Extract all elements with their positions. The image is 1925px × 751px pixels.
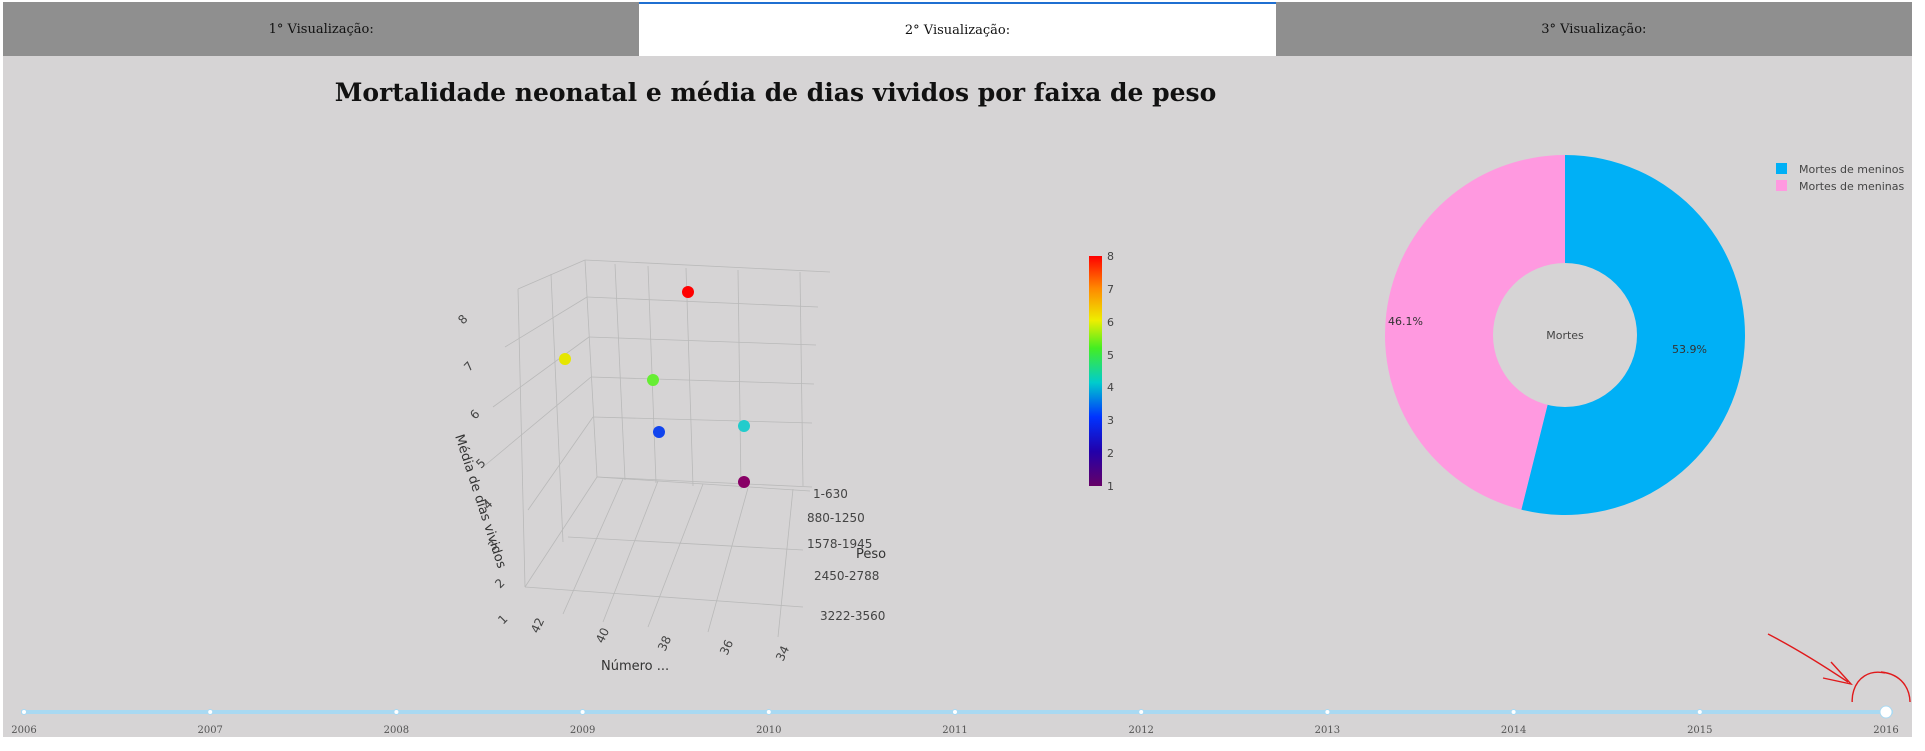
slider-year-label[interactable]: 2008 (384, 725, 409, 736)
y-tick-label: 2450-2788 (814, 569, 879, 583)
slider-tick[interactable] (579, 709, 586, 715)
slider-tick[interactable] (1696, 709, 1703, 715)
donut-chart[interactable]: Mortes 53.9% 46.1% (1385, 155, 1745, 515)
slider-year-label[interactable]: 2015 (1687, 725, 1712, 736)
scatter3d-axis-z: 1 2 3 4 5 6 7 8 Média de dias vividos (451, 312, 510, 627)
scatter3d-grid (482, 259, 831, 638)
slider-year-label[interactable]: 2009 (570, 725, 595, 736)
legend-swatch-boys[interactable] (1776, 163, 1787, 174)
z-axis-title: Média de dias vividos (451, 433, 509, 571)
slider-year-label[interactable]: 2014 (1501, 725, 1526, 736)
slider-year-label[interactable]: 2007 (197, 725, 222, 736)
tab-visualizacao-1[interactable]: 1° Visualização: (3, 2, 640, 56)
colorbar-tick-label: 4 (1107, 381, 1114, 394)
slider-tick[interactable] (765, 709, 772, 715)
pie-slice-label: 53.9% (1672, 343, 1707, 356)
scatter3d-points (559, 286, 750, 488)
x-axis-title: Número ... (601, 659, 669, 674)
colorbar (1089, 256, 1102, 486)
z-tick-label: 1 (495, 612, 510, 627)
tab-visualizacao-2[interactable]: 2° Visualização: (639, 2, 1276, 56)
slider-year-label[interactable]: 2010 (756, 725, 781, 736)
scatter3d-axis-y: 1-630 880-1250 1578-1945 2450-2788 3222-… (807, 487, 886, 623)
scatter-point[interactable] (682, 286, 694, 298)
slider-tick[interactable] (21, 709, 27, 715)
donut-center-label: Mortes (1546, 329, 1584, 342)
slider-year-label[interactable]: 2011 (942, 725, 967, 736)
z-tick-label: 6 (467, 407, 482, 422)
slider-year-label[interactable]: 2012 (1128, 725, 1153, 736)
colorbar-tick-label: 2 (1107, 447, 1114, 460)
x-tick-label: 34 (773, 644, 792, 664)
slider-year-label[interactable]: 2016 (1873, 725, 1898, 736)
donut-hole (1493, 263, 1637, 407)
y-tick-label: 880-1250 (807, 511, 865, 525)
tab-visualizacao-3[interactable]: 3° Visualização: (1275, 2, 1912, 56)
legend-label[interactable]: Mortes de meninas (1799, 180, 1905, 193)
legend-swatch-girls[interactable] (1776, 180, 1787, 191)
scatter-point[interactable] (738, 420, 750, 432)
legend-label[interactable]: Mortes de meninos (1799, 163, 1905, 176)
visualization-panel: 1° Visualização: 2° Visualização: 3° Vis… (3, 2, 1912, 737)
scatter3d-axis-x: 42 40 38 36 34 Número ... (528, 616, 792, 674)
scatter3d-chart[interactable]: 42 40 38 36 34 Número ... 1-630 880-1250… (3, 2, 1912, 702)
colorbar-tick-label: 6 (1107, 316, 1114, 329)
pie-slice-label: 46.1% (1388, 315, 1423, 328)
colorbar-tick-label: 8 (1107, 250, 1114, 263)
colorbar-tick-label: 7 (1107, 283, 1114, 296)
x-tick-label: 40 (593, 626, 612, 646)
tab-bar: 1° Visualização: 2° Visualização: 3° Vis… (3, 2, 1912, 56)
slider-tick[interactable] (207, 709, 214, 715)
slider-tick[interactable] (1324, 709, 1331, 715)
slider-tick[interactable] (393, 709, 400, 715)
scatter-point[interactable] (738, 476, 750, 488)
slider-tick[interactable] (952, 709, 958, 715)
slider-handle[interactable] (1879, 705, 1893, 719)
annotation-arrow (1767, 633, 1911, 702)
year-slider[interactable]: 2006 2007 2008 2009 2010 2011 2012 2013 2014 2015… (3, 702, 1912, 742)
colorbar-ticks: 8 7 6 5 4 3 2 1 (1107, 250, 1114, 493)
x-tick-label: 36 (717, 638, 736, 658)
z-tick-label: 8 (455, 312, 470, 327)
slider-year-label[interactable]: 2013 (1315, 725, 1340, 736)
scatter-point[interactable] (647, 374, 659, 386)
pie-slice-girls[interactable] (1385, 155, 1565, 510)
colorbar-tick-label: 5 (1107, 349, 1114, 362)
scatter-point[interactable] (559, 353, 571, 365)
z-tick-label: 2 (492, 576, 507, 591)
scatter-point[interactable] (653, 426, 665, 438)
colorbar-tick-label: 1 (1107, 480, 1114, 493)
page-title: Mortalidade neonatal e média de dias viv… (334, 78, 1217, 107)
y-tick-label: 1-630 (813, 487, 848, 501)
colorbar-tick-label: 3 (1107, 414, 1114, 427)
y-axis-title: Peso (856, 547, 886, 562)
slider-year-label[interactable]: 2006 (11, 725, 36, 736)
y-tick-label: 1578-1945 (807, 537, 872, 551)
slider-tick[interactable] (1138, 709, 1145, 715)
z-tick-label: 7 (461, 359, 476, 374)
x-tick-label: 38 (655, 634, 674, 654)
pie-legend: Mortes de meninos Mortes de meninas (1776, 163, 1905, 193)
slider-tick[interactable] (1510, 709, 1517, 715)
y-tick-label: 3222-3560 (820, 609, 885, 623)
x-tick-label: 42 (528, 616, 547, 636)
